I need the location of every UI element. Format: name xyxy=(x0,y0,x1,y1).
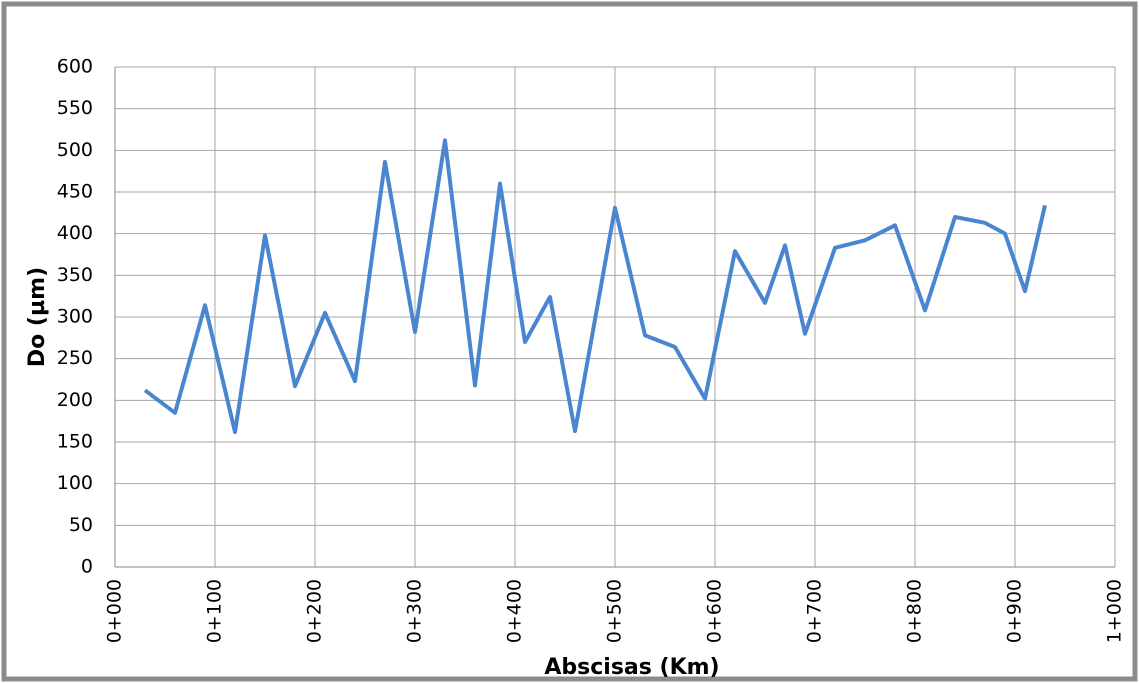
x-tick-label: 0+600 xyxy=(704,579,726,643)
x-tick-label: 0+900 xyxy=(1004,579,1026,643)
x-tick-label: 0+000 xyxy=(104,579,126,643)
x-tick-label: 0+200 xyxy=(304,579,326,643)
x-tick-label: 0+700 xyxy=(804,579,826,643)
y-tick-label: 500 xyxy=(57,139,93,161)
y-tick-label: 350 xyxy=(57,264,93,286)
x-tick-label: 1+000 xyxy=(1104,579,1126,643)
x-tick-label: 0+800 xyxy=(904,579,926,643)
x-tick-label: 0+100 xyxy=(204,579,226,643)
y-axis-title: Do (µm) xyxy=(25,267,50,367)
y-tick-label: 100 xyxy=(57,472,93,494)
y-tick-label: 300 xyxy=(57,306,93,328)
y-tick-label: 450 xyxy=(57,181,93,203)
x-tick-label: 0+300 xyxy=(404,579,426,643)
y-tick-label: 250 xyxy=(57,347,93,369)
x-tick-label: 0+400 xyxy=(504,579,526,643)
y-tick-label: 550 xyxy=(57,97,93,119)
y-tick-label: 400 xyxy=(57,222,93,244)
y-tick-label: 50 xyxy=(69,514,93,536)
y-tick-label: 200 xyxy=(57,389,93,411)
x-axis-title: Abscisas (Km) xyxy=(544,655,719,680)
y-tick-label: 600 xyxy=(57,56,93,78)
data-line xyxy=(143,138,1047,434)
y-tick-label: 150 xyxy=(57,431,93,453)
x-tick-label: 0+500 xyxy=(604,579,626,643)
y-tick-label: 0 xyxy=(81,556,93,578)
